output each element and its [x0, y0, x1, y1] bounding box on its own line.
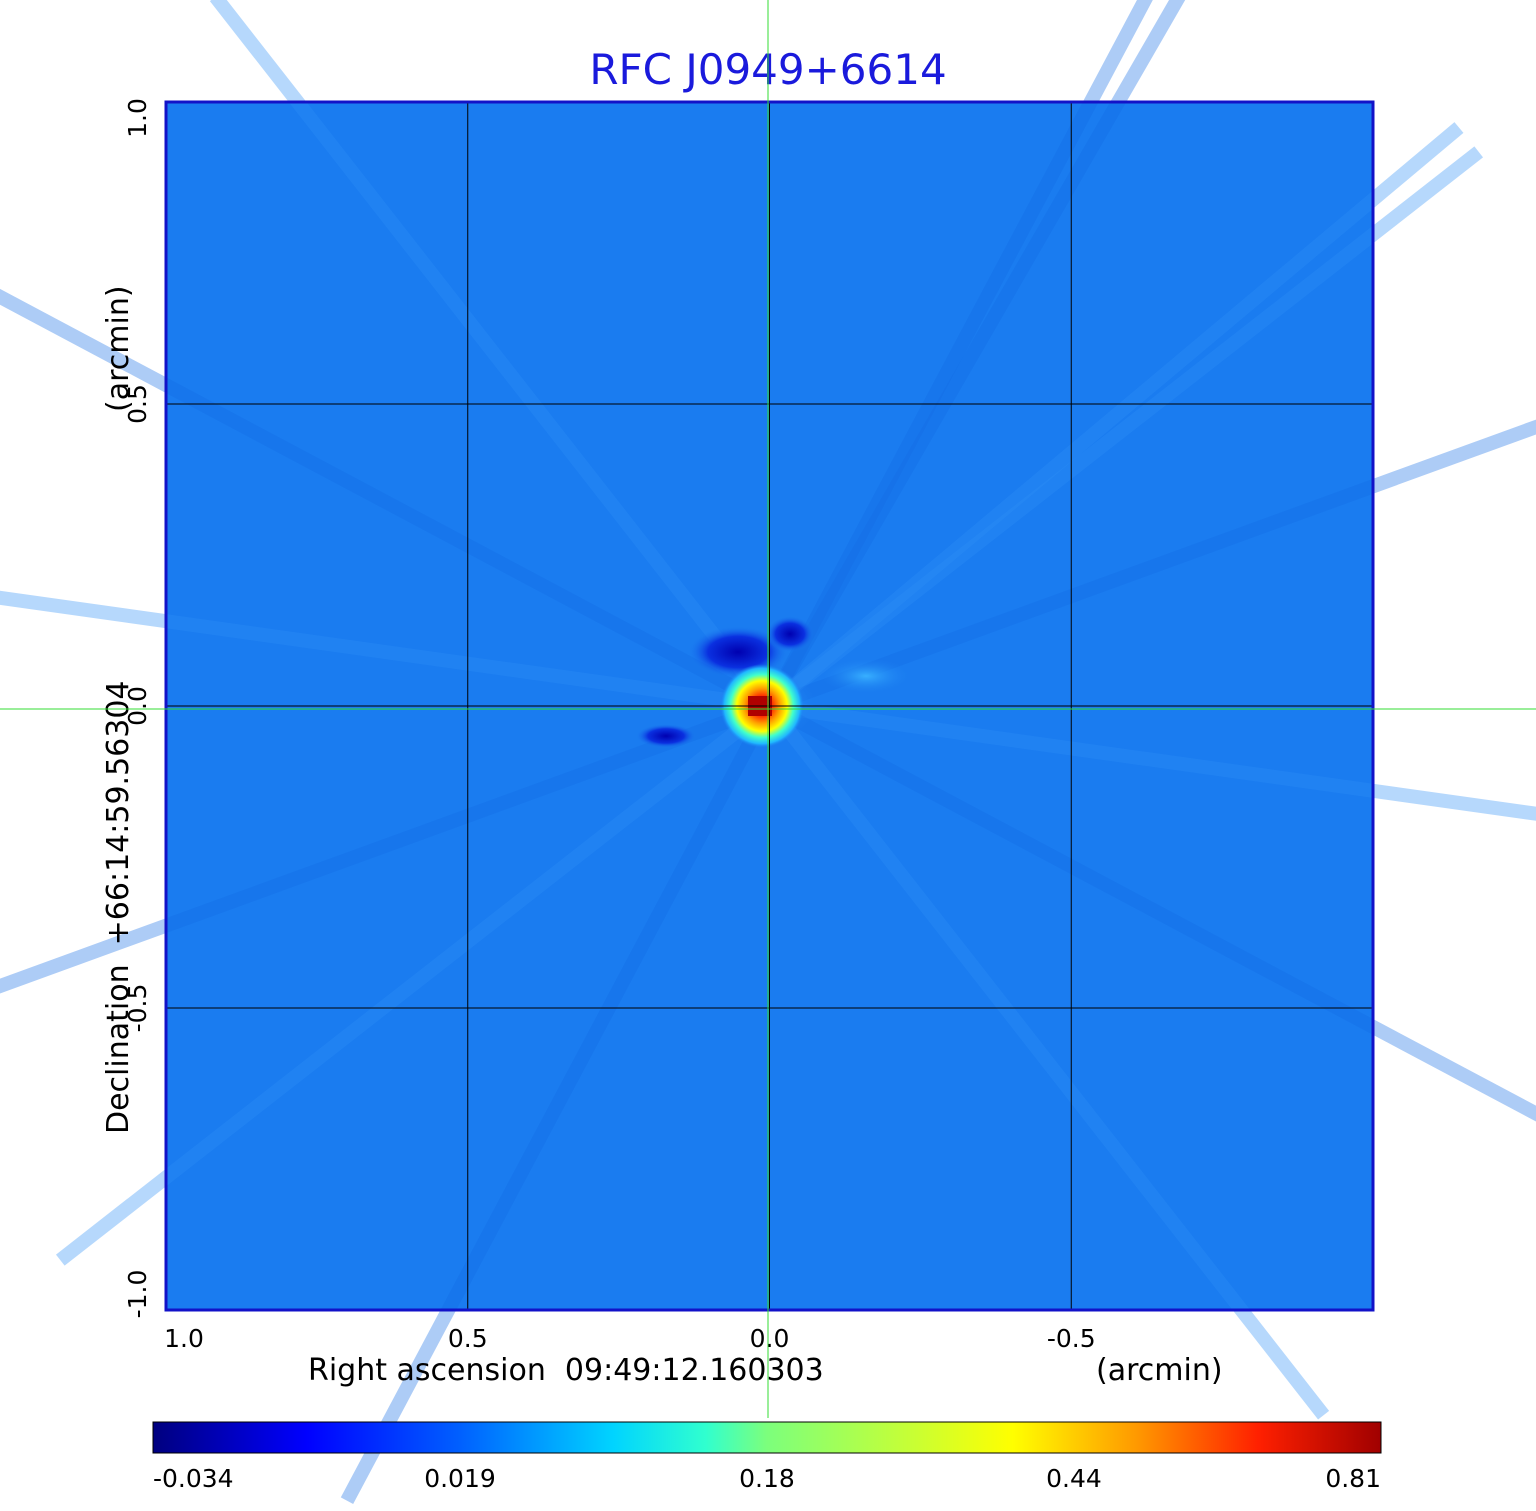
y-axis-label: Declination +66:14:59.56304 — [101, 680, 136, 1134]
map-frame — [164, 100, 1375, 1312]
x-tick-label: 1.0 — [164, 1324, 204, 1353]
sidelobe-streak — [0, 699, 772, 994]
negative-lobe — [766, 616, 814, 652]
bright-lobe — [820, 658, 912, 694]
sidelobe-streak — [766, 699, 1536, 1122]
sidelobe-streak — [340, 702, 776, 1504]
y-tick-label: 0.5 — [123, 384, 152, 424]
x-tick-labels: 1.0 0.5 0.0 -0.5 — [164, 1324, 1096, 1353]
y-tick-label: -1.0 — [123, 1270, 152, 1319]
negative-lobe — [636, 724, 696, 748]
x-tick-label: -0.5 — [1047, 1324, 1096, 1353]
sidelobe-streak — [767, 419, 1536, 713]
sidelobe-streak — [0, 590, 771, 713]
colorbar — [152, 1421, 1382, 1454]
coordinate-grid — [166, 102, 1373, 1310]
sidelobe-streak — [763, 0, 1186, 710]
x-axis-label: Right ascension 09:49:12.160303 — [308, 1353, 824, 1388]
y-tick-label: 0.0 — [123, 686, 152, 726]
y-tick-label: 1.0 — [123, 98, 152, 138]
y-tick-label: -0.5 — [123, 984, 152, 1033]
sidelobe-streak — [765, 146, 1484, 712]
y-tick-labels: 1.0 0.5 0.0 -0.5 -1.0 — [123, 98, 152, 1318]
x-axis-unit: (arcmin) — [1096, 1353, 1223, 1388]
sidelobe-streak — [55, 700, 774, 1266]
sidelobe-streak — [763, 0, 1153, 710]
x-tick-label: 0.0 — [750, 1324, 790, 1353]
colorbar-label: -0.034 — [153, 1464, 234, 1493]
colorbar-label: 0.18 — [739, 1464, 795, 1493]
y-axis-unit: (arcmin) — [101, 285, 136, 412]
colorbar-labels: -0.034 0.019 0.18 0.44 0.81 — [153, 1464, 1381, 1493]
x-tick-label: 0.5 — [448, 1324, 488, 1353]
sidelobe-streak — [0, 288, 773, 713]
sidelobe-streak — [768, 699, 1536, 821]
colorbar-label: 0.019 — [424, 1464, 496, 1493]
colorbar-label: 0.81 — [1325, 1464, 1381, 1493]
sidelobe-streak — [765, 122, 1464, 712]
colorbar-label: 0.44 — [1046, 1464, 1102, 1493]
sidelobe-streak — [763, 701, 1330, 1420]
sidelobe-streak — [209, 0, 776, 711]
